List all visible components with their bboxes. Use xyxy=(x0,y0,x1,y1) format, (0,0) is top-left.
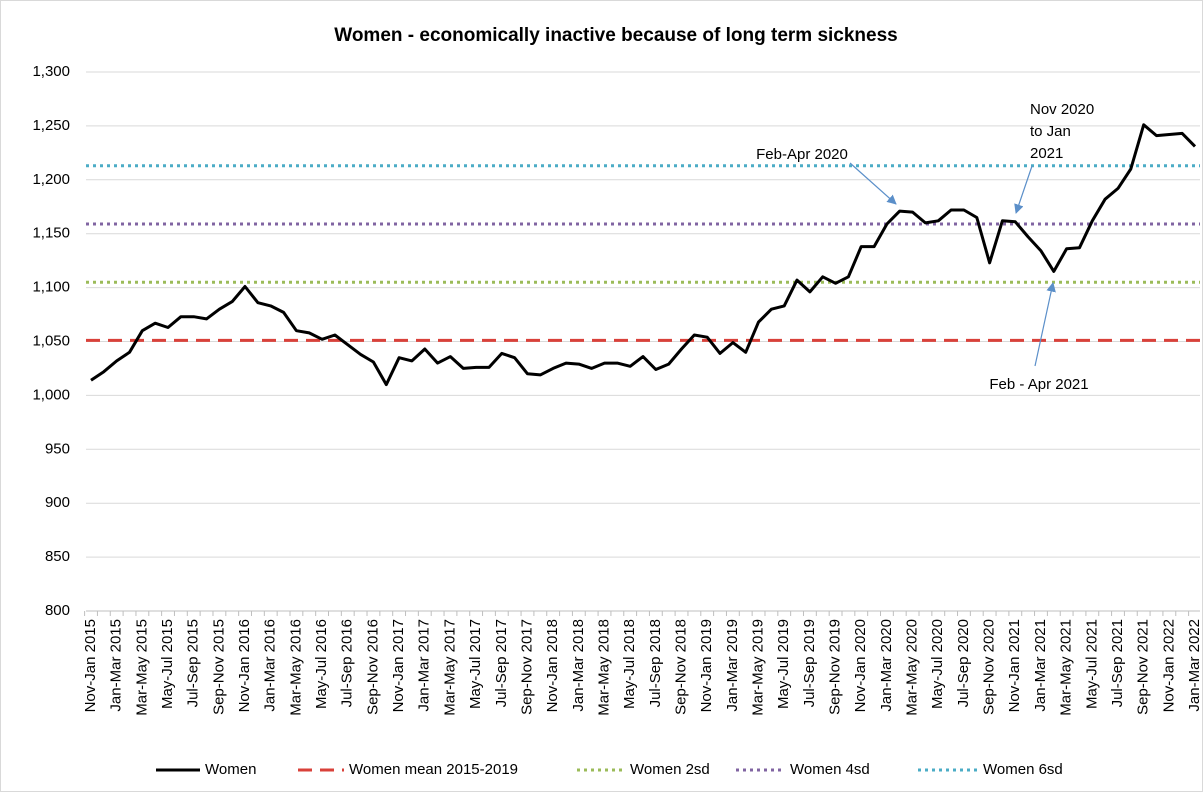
annotation-arrow xyxy=(1034,282,1056,367)
x-tick-label: Mar-May 2017 xyxy=(441,619,458,716)
x-tick-label: May-Jul 2017 xyxy=(467,619,484,709)
x-tick-label: Jan-Mar 2022 xyxy=(1186,619,1203,712)
legend-label: Women 2sd xyxy=(630,761,710,778)
x-tick-label: May-Jul 2018 xyxy=(621,619,638,709)
x-tick-label: Sep-Nov 2015 xyxy=(210,619,227,715)
x-tick-label: Nov-Jan 2015 xyxy=(82,619,99,712)
y-tick-label: 800 xyxy=(45,602,70,619)
x-tick-label: Nov-Jan 2017 xyxy=(390,619,407,712)
data-line xyxy=(90,123,1197,387)
x-tick-label: Jul-Sep 2019 xyxy=(801,619,818,707)
x-tick-label: Sep-Nov 2021 xyxy=(1135,619,1152,715)
x-tick-label: Jan-Mar 2020 xyxy=(878,619,895,712)
x-tick-label: Jan-Mar 2021 xyxy=(1032,619,1049,712)
legend-label: Women 6sd xyxy=(983,761,1063,778)
x-tick-label: Jan-Mar 2018 xyxy=(570,619,587,712)
x-tick-label: Jan-Mar 2017 xyxy=(416,619,433,712)
x-tick-label: Sep-Nov 2020 xyxy=(981,619,998,715)
x-tick-label: Mar-May 2021 xyxy=(1058,619,1075,716)
y-tick-label: 900 xyxy=(45,494,70,511)
x-tick-label: Nov-Jan 2022 xyxy=(1160,619,1177,712)
annotation-arrow xyxy=(849,162,897,205)
x-tick-label: May-Jul 2015 xyxy=(159,619,176,709)
x-tick-label: Jul-Sep 2015 xyxy=(185,619,202,707)
chart-title: Women - economically inactive because of… xyxy=(334,25,898,46)
legend-label: Women 4sd xyxy=(790,761,870,778)
x-tick-label: Nov-Jan 2018 xyxy=(544,619,561,712)
annotation: Feb-Apr 2020 xyxy=(756,146,848,163)
legend-label: Women xyxy=(205,761,256,778)
x-tick-label: Mar-May 2015 xyxy=(133,619,150,716)
x-tick-label: Jul-Sep 2017 xyxy=(493,619,510,707)
y-tick-label: 850 xyxy=(45,548,70,565)
x-tick-label: Jan-Mar 2015 xyxy=(108,619,125,712)
y-tick-label: 1,300 xyxy=(32,63,70,80)
y-tick-label: 950 xyxy=(45,440,70,457)
x-tick-label: Mar-May 2019 xyxy=(750,619,767,716)
x-tick-label: Mar-May 2016 xyxy=(287,619,304,716)
x-tick-label: Nov-Jan 2019 xyxy=(698,619,715,712)
x-tick-label: Nov-Jan 2021 xyxy=(1006,619,1023,712)
y-tick-label: 1,100 xyxy=(32,279,70,296)
x-tick-label: Jul-Sep 2021 xyxy=(1109,619,1126,707)
legend-label: Women mean 2015-2019 xyxy=(349,761,518,778)
x-tick-label: Sep-Nov 2016 xyxy=(364,619,381,715)
annotation: 2021 xyxy=(1030,145,1063,162)
x-tick-label: Jul-Sep 2016 xyxy=(339,619,356,707)
y-tick-label: 1,000 xyxy=(32,386,70,403)
x-tick-label: Nov-Jan 2016 xyxy=(236,619,253,712)
x-tick-label: Sep-Nov 2017 xyxy=(518,619,535,715)
x-tick-label: May-Jul 2016 xyxy=(313,619,330,709)
y-tick-label: 1,250 xyxy=(32,117,70,134)
annotation: Nov 2020 xyxy=(1030,101,1094,118)
x-tick-label: Jul-Sep 2018 xyxy=(647,619,664,707)
x-tick-label: Sep-Nov 2019 xyxy=(827,619,844,715)
x-tick-label: Jan-Mar 2016 xyxy=(262,619,279,712)
annotation-arrow xyxy=(1014,165,1033,214)
x-tick-label: Mar-May 2018 xyxy=(595,619,612,716)
x-tick-label: May-Jul 2021 xyxy=(1083,619,1100,709)
x-tick-label: Sep-Nov 2018 xyxy=(672,619,689,715)
x-tick-label: Nov-Jan 2020 xyxy=(852,619,869,712)
x-tick-label: Jul-Sep 2020 xyxy=(955,619,972,707)
x-tick-label: May-Jul 2020 xyxy=(929,619,946,709)
annotation: to Jan xyxy=(1030,123,1071,140)
y-tick-label: 1,200 xyxy=(32,171,70,188)
y-tick-label: 1,150 xyxy=(32,225,70,242)
x-tick-label: Mar-May 2020 xyxy=(904,619,921,716)
x-tick-label: Jan-Mar 2019 xyxy=(724,619,741,712)
y-tick-label: 1,050 xyxy=(32,332,70,349)
x-tick-label: May-Jul 2019 xyxy=(775,619,792,709)
annotation: Feb - Apr 2021 xyxy=(989,376,1088,393)
